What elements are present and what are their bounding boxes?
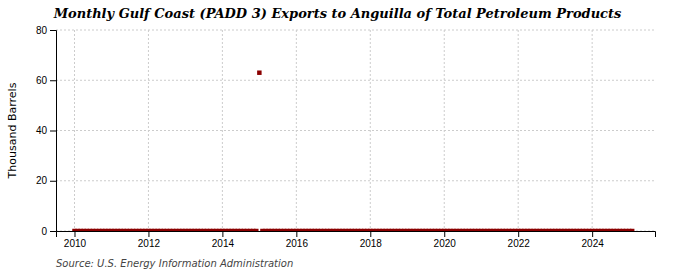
y-tick-label: 80 (36, 25, 48, 36)
y-tick-label: 20 (36, 175, 48, 186)
x-tick-mark (370, 231, 371, 237)
y-tick: 40 (36, 125, 56, 136)
y-tick-label: 0 (41, 226, 47, 237)
y-tick-mark (50, 131, 56, 132)
y-tick-mark (50, 30, 56, 31)
y-tick-mark (50, 181, 56, 182)
y-tick: 60 (36, 75, 56, 86)
x-tick: 2018 (360, 231, 383, 249)
y-tick-label: 40 (36, 125, 48, 136)
annotation: Source: U.S. Energy Information Administ… (56, 258, 293, 269)
x-tick-label: 2012 (138, 238, 161, 249)
x-tick-label: 2020 (434, 238, 457, 249)
x-tick-label: 2018 (360, 238, 383, 249)
x-tick-label: 2016 (286, 238, 309, 249)
point (254, 229, 258, 231)
y-axis: 0 20 40 60 80 (36, 25, 57, 237)
chart: 2010 2012 2014 2016 2018 2020 2022 2024 0 20 40 60 8… (0, 0, 675, 275)
x-tick: 2024 (582, 231, 605, 249)
grid (56, 30, 655, 231)
x-axis: 2010 2012 2014 2016 2018 2020 2022 2024 (57, 231, 656, 249)
y-grid-line (56, 80, 655, 81)
x-tick-mark (74, 231, 75, 237)
x-tick: 2016 (286, 231, 309, 249)
y-grid-line (56, 130, 655, 131)
x-tick-label: 2014 (212, 238, 235, 249)
y-tick: 0 (41, 226, 56, 237)
point (257, 70, 261, 74)
x-tick-label: 2010 (64, 238, 87, 249)
x-tick: 2014 (212, 231, 235, 249)
x-tick-mark (148, 231, 149, 237)
y-tick: 80 (36, 25, 56, 36)
title: Monthly Gulf Coast (PADD 3) Exports to A… (53, 6, 622, 21)
y-tick-mark (50, 231, 56, 232)
x-tick-mark (222, 231, 223, 237)
points (72, 70, 634, 231)
x-axis-line (57, 232, 656, 238)
x-tick-mark (296, 231, 297, 237)
x-tick: 2022 (508, 231, 531, 249)
x-tick-mark (592, 231, 593, 237)
x-grid-line (222, 30, 223, 231)
x-tick: 2012 (138, 231, 161, 249)
x-tick: 2010 (64, 231, 87, 249)
point (630, 229, 634, 231)
x-tick-label: 2022 (508, 238, 531, 249)
x-tick-mark (444, 231, 445, 237)
y-tick: 20 (36, 175, 56, 186)
y-tick-label: 60 (36, 75, 48, 86)
y-axis-title: Thousand Barrels (6, 82, 19, 179)
y-grid-line (56, 180, 655, 181)
plot: 2010 2012 2014 2016 2018 2020 2022 2024 0 20 40 60 8… (36, 25, 656, 249)
x-grid-line (74, 30, 75, 231)
y-grid-line (56, 30, 655, 31)
y-axis-line (50, 31, 57, 232)
y-tick-mark (50, 80, 56, 81)
x-tick: 2020 (434, 231, 457, 249)
x-tick-label: 2024 (582, 238, 605, 249)
x-tick-mark (518, 231, 519, 237)
